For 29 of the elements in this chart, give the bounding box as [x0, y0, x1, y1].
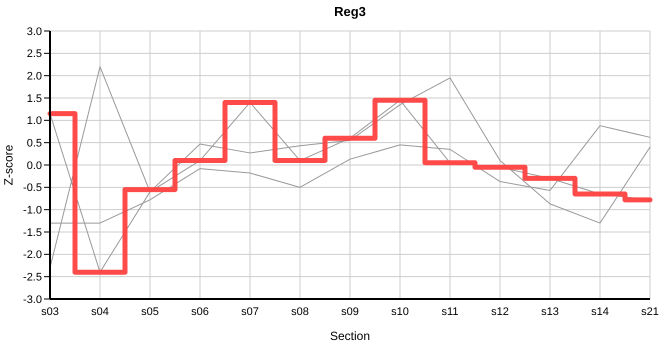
x-tick-label: s07 [241, 306, 259, 318]
x-axis-title: Section [330, 329, 370, 343]
y-tick-label: 3.0 [26, 26, 42, 38]
y-tick-label: 0.0 [26, 160, 42, 172]
y-tick-label: 1.5 [26, 92, 42, 105]
y-tick-label: -1.0 [23, 204, 42, 217]
x-tick-label: s05 [141, 306, 159, 318]
y-tick-label: -2.0 [23, 249, 42, 262]
x-tick-label: s08 [291, 306, 309, 318]
y-tick-label: 2.5 [26, 48, 42, 60]
x-tick-label: s09 [341, 306, 359, 318]
x-tick-label: s13 [541, 306, 559, 318]
x-tick-label: s04 [91, 306, 109, 318]
x-tick-label: s11 [442, 306, 458, 318]
y-tick-label: 2.0 [26, 70, 42, 83]
x-tick-label: s21 [641, 306, 659, 318]
y-tick-label: 0.5 [26, 138, 42, 150]
y-tick-label: -1.5 [23, 226, 42, 239]
y-tick-label: -0.5 [23, 182, 42, 194]
x-tick-label: s10 [391, 306, 409, 318]
y-axis-title: Z-score [1, 144, 16, 186]
y-tick-label: -2.5 [23, 272, 42, 284]
x-tick-label: s12 [491, 306, 509, 318]
x-tick-label: s06 [191, 306, 209, 318]
x-tick-label: s03 [41, 306, 59, 318]
x-tick-label: s14 [591, 306, 609, 318]
y-tick-label: -3.0 [23, 294, 42, 306]
chart-title: Reg3 [333, 4, 367, 19]
y-tick-label: 1.0 [26, 115, 42, 128]
